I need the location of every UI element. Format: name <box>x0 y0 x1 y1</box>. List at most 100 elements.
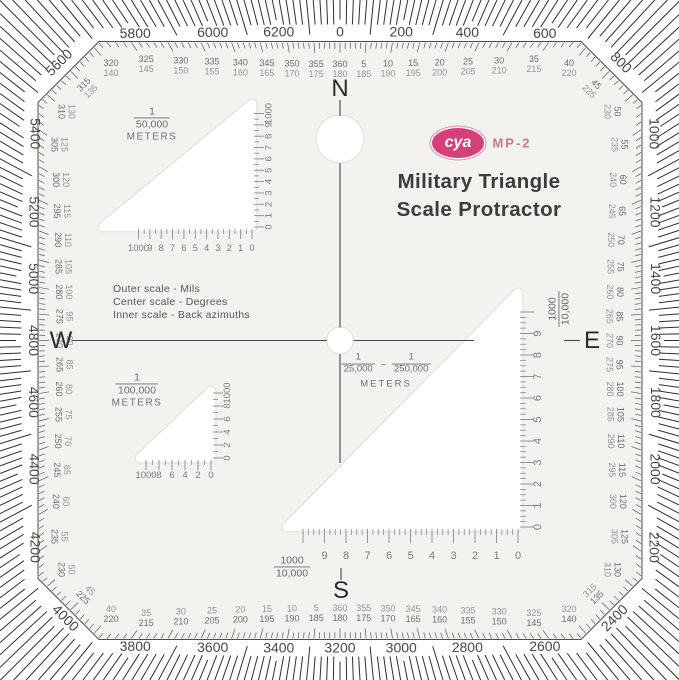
svg-text:9: 9 <box>147 243 152 254</box>
fraction-50000-den: 50,000 <box>133 117 171 131</box>
svg-text:95275: 95275 <box>54 309 74 324</box>
brand-logo: cya <box>432 128 484 158</box>
model-number: MP-2 <box>492 135 532 151</box>
svg-text:1000: 1000 <box>222 382 233 403</box>
svg-text:2200: 2200 <box>646 532 662 563</box>
degree-ticks <box>38 42 642 639</box>
svg-text:85265: 85265 <box>605 309 625 324</box>
svg-text:2000: 2000 <box>647 453 663 484</box>
fraction-50000: 1 50,000 <box>133 105 171 131</box>
svg-text:7: 7 <box>364 550 370 562</box>
svg-text:6: 6 <box>181 243 186 254</box>
center-index-hole <box>327 327 353 354</box>
scale-50000-label: 1 50,000 METERS <box>127 105 178 142</box>
page-title-line1: Military Triangle <box>397 170 561 193</box>
svg-text:4: 4 <box>204 243 209 254</box>
compass-north-label: N <box>331 75 349 102</box>
svg-text:9: 9 <box>321 550 327 562</box>
svg-text:5200: 5200 <box>27 196 43 227</box>
svg-text:4: 4 <box>264 179 275 184</box>
svg-text:55235: 55235 <box>50 529 70 544</box>
svg-text:0: 0 <box>336 24 344 40</box>
svg-text:3: 3 <box>264 190 275 195</box>
svg-text:1: 1 <box>493 550 499 562</box>
svg-text:4200: 4200 <box>28 532 44 563</box>
fraction-100000: 1 100,000 <box>116 371 158 397</box>
svg-text:1800: 1800 <box>648 387 664 418</box>
scale-50000-unit: METERS <box>126 131 178 143</box>
svg-text:105285: 105285 <box>54 259 74 274</box>
svg-text:70250: 70250 <box>53 434 73 449</box>
svg-text:120300: 120300 <box>608 494 628 509</box>
svg-text:50230: 50230 <box>57 562 77 577</box>
svg-text:1000: 1000 <box>135 470 156 481</box>
svg-text:600: 600 <box>533 25 557 41</box>
svg-text:4: 4 <box>182 470 187 481</box>
legend-inner-scale: Inner scale - Back azimuths <box>113 309 251 322</box>
compass-west-label: W <box>49 327 73 354</box>
svg-text:0: 0 <box>222 455 233 460</box>
svg-text:70250: 70250 <box>606 232 626 247</box>
scale-100000-label: 1 100,000 METERS <box>112 371 163 408</box>
svg-text:6000: 6000 <box>197 24 228 40</box>
svg-text:1: 1 <box>238 243 243 254</box>
compass-east-label: E <box>583 327 601 354</box>
svg-text:75255: 75255 <box>605 259 625 274</box>
legend-outer-scale: Outer scale - Mils <box>113 283 201 295</box>
outer-mils-labels: 5800 6000 6200 0 200 400 600100012001400160018… <box>26 24 664 656</box>
svg-text:2: 2 <box>227 243 232 254</box>
svg-text:4: 4 <box>532 438 544 444</box>
scale-10000-right-fraction: 1000 10,000 <box>546 290 572 328</box>
svg-text:110290: 110290 <box>606 434 626 449</box>
svg-text:8: 8 <box>264 134 275 139</box>
svg-text:1: 1 <box>532 502 544 508</box>
svg-text:100280: 100280 <box>605 382 625 397</box>
svg-text:2: 2 <box>195 470 200 481</box>
svg-text:6: 6 <box>222 416 233 421</box>
svg-text:7: 7 <box>170 243 175 254</box>
svg-text:3200: 3200 <box>324 640 355 656</box>
scale-1000-10000: 9 8 7 6 5 4 3 2 1 0 0 1 2 3 4 5 6 7 8 9 <box>282 288 544 562</box>
svg-text:50230: 50230 <box>602 104 622 119</box>
svg-text:110290: 110290 <box>53 232 73 247</box>
svg-text:65245: 65245 <box>607 204 627 219</box>
svg-text:0: 0 <box>208 470 213 481</box>
svg-text:80260: 80260 <box>54 382 74 397</box>
legend-center-scale: Center scale - Degrees <box>113 296 228 309</box>
center-lines <box>72 100 580 580</box>
svg-text:2: 2 <box>532 481 544 487</box>
svg-text:3600: 3600 <box>197 639 228 655</box>
svg-text:120300: 120300 <box>51 172 71 187</box>
svg-text:5: 5 <box>264 168 275 173</box>
svg-text:9: 9 <box>264 122 275 127</box>
center-scale-unit: METERS <box>360 378 412 390</box>
svg-text:2600: 2600 <box>529 638 560 654</box>
svg-text:8: 8 <box>532 352 544 358</box>
svg-text:5: 5 <box>193 243 198 254</box>
svg-text:3400: 3400 <box>263 639 294 655</box>
north-index-hole <box>316 115 364 163</box>
svg-text:3800: 3800 <box>120 638 151 654</box>
svg-text:1000: 1000 <box>128 243 149 254</box>
svg-text:90270: 90270 <box>55 333 75 348</box>
center-scale-label: 1 25,000 – 1 250,000 METERS <box>341 352 431 390</box>
scale-10000-right-den: 10,000 <box>558 290 572 328</box>
svg-text:4400: 4400 <box>27 453 43 484</box>
